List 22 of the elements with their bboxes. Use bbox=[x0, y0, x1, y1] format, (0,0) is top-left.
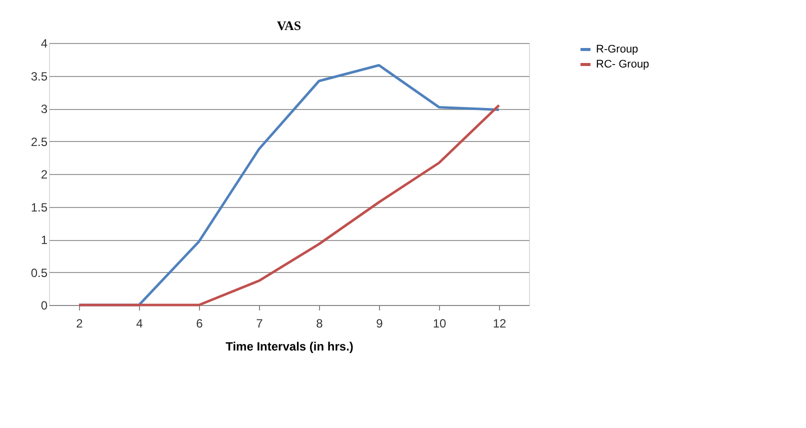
y-tick-label: 4 bbox=[40, 36, 48, 50]
y-tick-label: 0 bbox=[40, 298, 48, 312]
y-tick-label: 0.5 bbox=[30, 266, 48, 280]
y-tick-label: 2 bbox=[40, 168, 48, 182]
y-tick-label: 3 bbox=[40, 102, 48, 116]
x-tick-label: 6 bbox=[196, 316, 204, 330]
y-tick-label: 1 bbox=[40, 233, 48, 247]
x-tick-label: 12 bbox=[492, 316, 506, 330]
y-tick-label: 1.5 bbox=[30, 200, 48, 214]
x-tick-label: 9 bbox=[376, 316, 384, 330]
x-tick-label: 7 bbox=[256, 316, 264, 330]
y-tick-label: 3.5 bbox=[30, 69, 48, 84]
y-tick-label: 2.5 bbox=[30, 134, 48, 149]
chart-title: VAS bbox=[276, 18, 302, 33]
legend-label: RC- Group bbox=[596, 58, 650, 70]
line-series bbox=[78, 104, 500, 306]
x-axis-title: Time Intervals (in hrs.) bbox=[226, 340, 354, 354]
x-tick-label: 10 bbox=[432, 316, 446, 330]
x-tick-label: 4 bbox=[136, 316, 144, 330]
x-tick-label: 2 bbox=[76, 316, 84, 330]
legend-label: R-Group bbox=[596, 44, 638, 56]
x-tick-label: 8 bbox=[316, 316, 324, 330]
